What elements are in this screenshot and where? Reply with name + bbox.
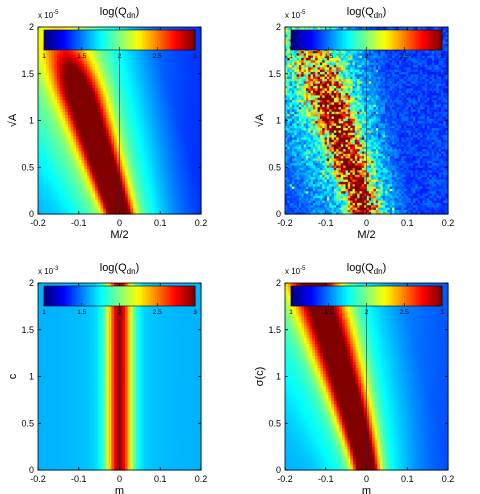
chart-panel-2: -0.2 -0.1 0 0.1 0.200.511.52x 10-5 log(Qdn)M/… [254,6,454,241]
colorbar-tick-label: 3 [193,53,197,60]
x-tick-label: 0 [117,218,122,228]
chart-title: log(Qdn) [100,6,139,20]
colorbar-tick-label: 2 [118,53,122,60]
x-tick-label: -0.2 [30,218,46,228]
y-axis-label: √A [7,113,19,127]
x-axis-label: M/2 [110,229,128,241]
chart-panel-1: -0.2 -0.1 0 0.1 0.2 0 0.5 1 1.5 2 x 10-5 log(Qdn) M/… [7,6,207,241]
axis-exponent-label: x 10-5 [38,10,59,20]
y-tick-label: 0.5 [21,162,34,172]
y-tick-label: 2 [29,22,34,32]
colorbar-tick-label: 1 [42,53,46,60]
y-tick-label: 1.5 [21,69,34,79]
colorbar-tick-label: 1.5 [77,53,86,60]
colorbar-tick-label: 2.5 [153,53,162,60]
x-tick-label: 0.2 [195,218,208,228]
x-tick-label: 0.1 [154,218,167,228]
y-tick-label: 1 [29,116,34,126]
x-tick-label: -0.1 [71,218,87,228]
y-tick-label: 0 [29,209,34,219]
